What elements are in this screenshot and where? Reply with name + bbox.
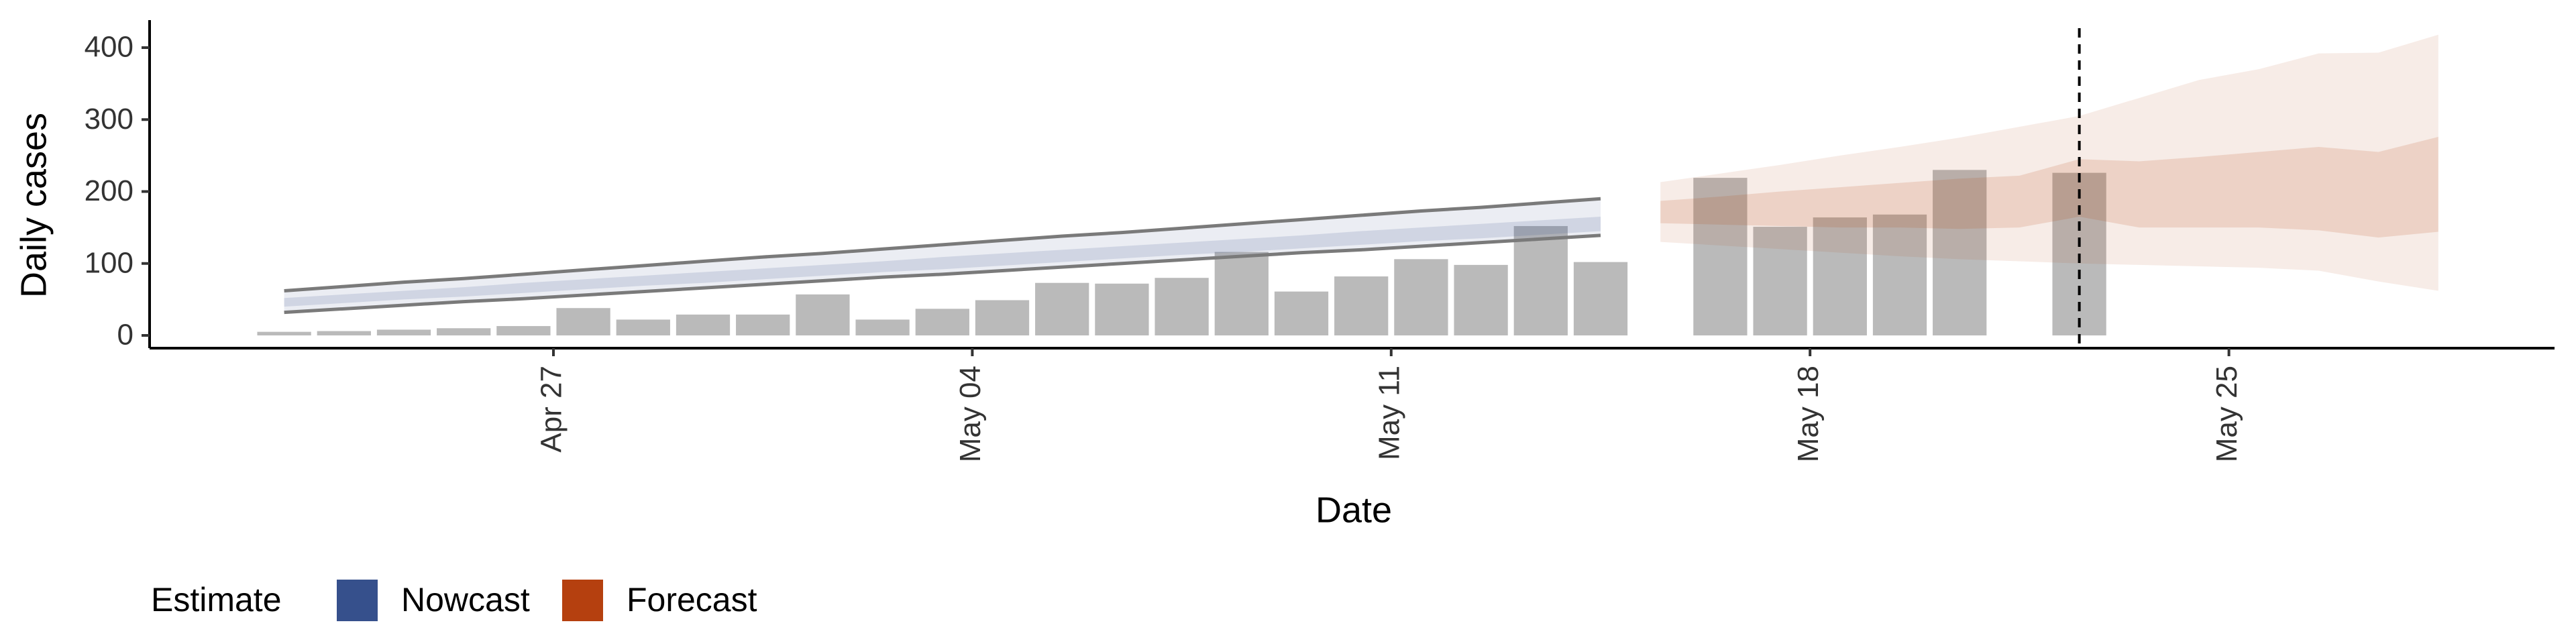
bar bbox=[556, 308, 610, 335]
ribbon bbox=[1660, 34, 2438, 291]
bar bbox=[975, 300, 1030, 335]
bar bbox=[676, 314, 731, 335]
ribbon bbox=[1660, 136, 2438, 238]
y-tick-label: 0 bbox=[117, 319, 133, 352]
bar bbox=[736, 314, 790, 335]
legend-title: Estimate bbox=[151, 581, 282, 619]
bar bbox=[496, 326, 551, 335]
ribbon bbox=[284, 199, 1601, 313]
bar bbox=[376, 329, 431, 335]
bar bbox=[437, 328, 491, 335]
x-tick-label: May 11 bbox=[1373, 366, 1405, 460]
bar bbox=[1753, 227, 1807, 335]
bar bbox=[1573, 262, 1628, 335]
bar bbox=[1274, 291, 1329, 335]
bar bbox=[796, 294, 850, 335]
bar bbox=[1334, 276, 1389, 335]
bar bbox=[1454, 264, 1508, 335]
legend-label: Nowcast bbox=[401, 581, 530, 619]
bar bbox=[855, 319, 910, 335]
bar bbox=[616, 319, 670, 335]
ribbon-edge bbox=[284, 197, 1601, 292]
bar bbox=[1095, 283, 1149, 335]
x-tick-label: Apr 27 bbox=[535, 366, 568, 453]
x-axis-title: Date bbox=[1316, 490, 1392, 530]
ribbon-edge bbox=[284, 233, 1601, 315]
x-tick-label: May 25 bbox=[2210, 366, 2243, 462]
x-tick-label: May 18 bbox=[1792, 366, 1825, 462]
y-tick-label: 400 bbox=[85, 31, 133, 64]
legend-label: Forecast bbox=[627, 581, 757, 619]
y-tick-label: 100 bbox=[85, 246, 133, 279]
ribbon bbox=[284, 217, 1601, 307]
bar bbox=[257, 331, 311, 335]
bar bbox=[1155, 278, 1209, 335]
bar bbox=[1513, 225, 1568, 335]
bar bbox=[1214, 252, 1269, 335]
x-tick-label: May 04 bbox=[954, 366, 987, 462]
y-axis-title: Daily cases bbox=[13, 113, 54, 298]
bar bbox=[1035, 282, 1089, 335]
legend-swatch bbox=[337, 580, 378, 621]
bar bbox=[1813, 217, 1867, 335]
bar bbox=[1872, 214, 1927, 335]
y-tick-label: 200 bbox=[85, 174, 133, 207]
y-tick-label: 300 bbox=[85, 103, 133, 136]
bar bbox=[1693, 178, 1748, 335]
bar bbox=[317, 331, 371, 335]
legend-swatch bbox=[562, 580, 603, 621]
bar bbox=[1394, 259, 1448, 335]
bar bbox=[1933, 170, 1987, 335]
bar bbox=[915, 309, 969, 335]
